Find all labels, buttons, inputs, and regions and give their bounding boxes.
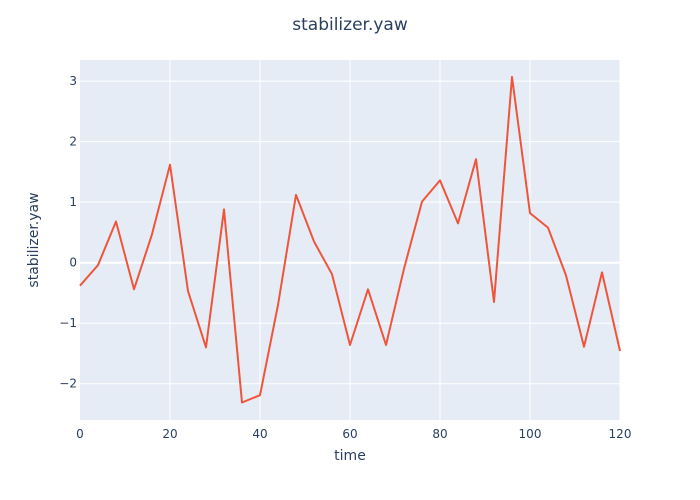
x-tick-label: 120 (609, 427, 632, 441)
y-tick-label: 1 (69, 195, 77, 209)
y-tick-label: −1 (59, 316, 77, 330)
x-tick-label: 60 (342, 427, 357, 441)
y-tick-label: 2 (69, 135, 77, 149)
y-tick-label: 0 (69, 256, 77, 270)
x-axis-title: time (334, 448, 366, 464)
grid-lines (80, 60, 621, 420)
x-tick-label: 20 (162, 427, 177, 441)
series-line (79, 75, 621, 404)
chart-title: stabilizer.yaw (292, 15, 408, 35)
series-layer (79, 75, 621, 404)
x-tick-label: 80 (432, 427, 447, 441)
tick-labels: 0 20 40 60 80 100 120 −2 −1 0 1 2 3 (59, 74, 631, 441)
y-axis-title: stabilizer.yaw (26, 192, 42, 287)
x-tick-label: 40 (252, 427, 267, 441)
y-tick-label: 3 (69, 74, 77, 88)
x-tick-label: 100 (519, 427, 542, 441)
y-tick-label: −2 (59, 377, 77, 391)
x-tick-label: 0 (76, 427, 84, 441)
